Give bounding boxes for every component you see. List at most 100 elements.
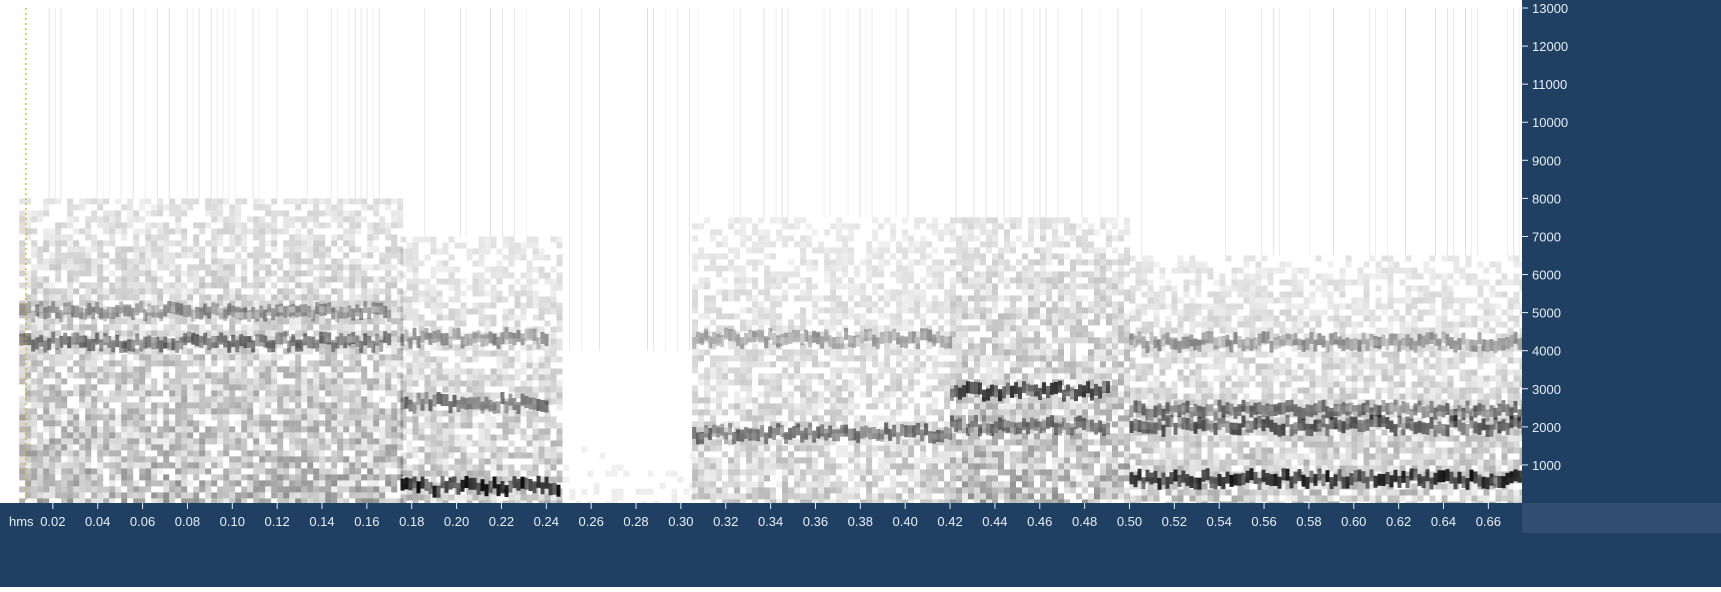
spectrogram-cell bbox=[848, 493, 854, 499]
spectrogram-cell bbox=[397, 204, 403, 210]
spectrogram-cell bbox=[842, 463, 848, 469]
spectrogram-cell bbox=[337, 246, 343, 252]
spectrogram-cell bbox=[319, 456, 325, 462]
spectrogram-cell bbox=[145, 228, 151, 234]
spectrogram-cell bbox=[43, 324, 49, 330]
spectrogram-cell bbox=[205, 486, 211, 492]
spectrogram-cell bbox=[229, 390, 235, 396]
spectrogram-cell bbox=[373, 456, 379, 462]
spectrogram-cell bbox=[425, 453, 431, 459]
spectrogram-cell bbox=[271, 282, 277, 288]
spectrogram-cell bbox=[479, 495, 485, 501]
spectrogram-cell bbox=[259, 354, 265, 360]
spectrogram-cell bbox=[860, 481, 866, 487]
spectrogram-cell bbox=[277, 396, 283, 402]
spectrogram-cell bbox=[253, 462, 259, 468]
spectrogram-cell bbox=[169, 462, 175, 468]
spectrogram-cell bbox=[43, 444, 49, 450]
spectrogram-cell bbox=[295, 384, 301, 390]
spectrogram-cell bbox=[878, 487, 884, 493]
spectrogram-cell bbox=[722, 253, 728, 259]
spectrogram-cell bbox=[896, 271, 902, 277]
spectrogram-cell bbox=[473, 279, 479, 285]
spectrogram-cell bbox=[175, 264, 181, 270]
spectrogram-cell bbox=[413, 495, 419, 501]
spectrogram-cell bbox=[19, 420, 25, 426]
spectrogram-cell bbox=[692, 289, 698, 295]
spectrogram-cell bbox=[545, 357, 551, 363]
spectrogram-cell bbox=[199, 294, 205, 300]
spectrogram-cell bbox=[764, 475, 770, 481]
spectrogram-cell bbox=[932, 217, 938, 223]
spectrogram-cell bbox=[419, 261, 425, 267]
spectrogram-cell bbox=[914, 301, 920, 307]
spectrogram-cell bbox=[551, 465, 557, 471]
spectrogram-cell bbox=[557, 429, 563, 435]
spectrogram-cell bbox=[139, 432, 145, 438]
spectrogram-cell bbox=[367, 378, 373, 384]
spectrogram-cell bbox=[61, 468, 67, 474]
spectrogram-cell bbox=[497, 375, 503, 381]
spectrogram-cell bbox=[31, 456, 37, 462]
spectrogram-cell bbox=[800, 373, 806, 379]
spectrogram-cell bbox=[848, 475, 854, 481]
spectrogram-cell bbox=[866, 469, 872, 475]
spectrogram-cell bbox=[211, 204, 217, 210]
spectrogram-cell bbox=[319, 282, 325, 288]
spectrogram-cell bbox=[956, 217, 962, 223]
spectrogram-cell bbox=[289, 318, 295, 324]
spectrogram-cell bbox=[473, 453, 479, 459]
spectrogram-cell bbox=[115, 462, 121, 468]
spectrogram-cell bbox=[265, 486, 271, 492]
spectrogram-cell bbox=[413, 381, 419, 387]
spectrogram-cell bbox=[163, 492, 169, 498]
spectrogram-cell bbox=[401, 459, 407, 465]
spectrogram-cell bbox=[43, 294, 49, 300]
spectrogram-cell bbox=[103, 462, 109, 468]
spectrogram-cell bbox=[938, 457, 944, 463]
spectrogram-cell bbox=[295, 396, 301, 402]
spectrogram-cell bbox=[79, 198, 85, 204]
spectrogram-cell bbox=[97, 294, 103, 300]
spectrogram-cell bbox=[866, 403, 872, 409]
spectrogram-cell bbox=[97, 354, 103, 360]
spectrogram-cell bbox=[289, 420, 295, 426]
spectrogram-cell bbox=[307, 450, 313, 456]
spectrogram-cell bbox=[866, 355, 872, 361]
spectrogram-cell bbox=[61, 288, 67, 294]
spectrogram-cell bbox=[824, 469, 830, 475]
spectrogram-cell bbox=[515, 453, 521, 459]
spectrogram-cell bbox=[277, 258, 283, 264]
spectrogram-cell bbox=[794, 271, 800, 277]
spectrogram-cell bbox=[151, 330, 157, 336]
spectrogram-cell bbox=[806, 223, 812, 229]
spectrogram-cell bbox=[331, 420, 337, 426]
spectrogram-cell bbox=[830, 391, 836, 397]
spectrogram-cell bbox=[193, 270, 199, 276]
spectrogram-cell bbox=[79, 456, 85, 462]
spectrogram-cell bbox=[728, 475, 734, 481]
spectrogram-cell bbox=[115, 486, 121, 492]
spectrogram-cell bbox=[163, 204, 169, 210]
spectrogram-cell bbox=[419, 447, 425, 453]
spectrogram-cell bbox=[127, 402, 133, 408]
spectrogram-cell bbox=[355, 420, 361, 426]
spectrogram-cell bbox=[872, 451, 878, 457]
spectrogram-cell bbox=[373, 210, 379, 216]
spectrogram-cell bbox=[752, 307, 758, 313]
spectrogram-cell bbox=[860, 451, 866, 457]
spectrogram-cell bbox=[265, 228, 271, 234]
spectrogram-cell bbox=[223, 354, 229, 360]
spectrogram-cell bbox=[73, 486, 79, 492]
spectrogram-cell bbox=[830, 325, 836, 331]
spectrogram-cell bbox=[331, 204, 337, 210]
spectrogram-cell bbox=[175, 480, 181, 486]
spectrogram-cell bbox=[331, 384, 337, 390]
spectrogram-cell bbox=[43, 408, 49, 414]
spectrogram-cell bbox=[557, 321, 563, 327]
spectrogram-cell bbox=[127, 204, 133, 210]
spectrogram-cell bbox=[355, 276, 361, 282]
spectrogram-cell bbox=[31, 384, 37, 390]
